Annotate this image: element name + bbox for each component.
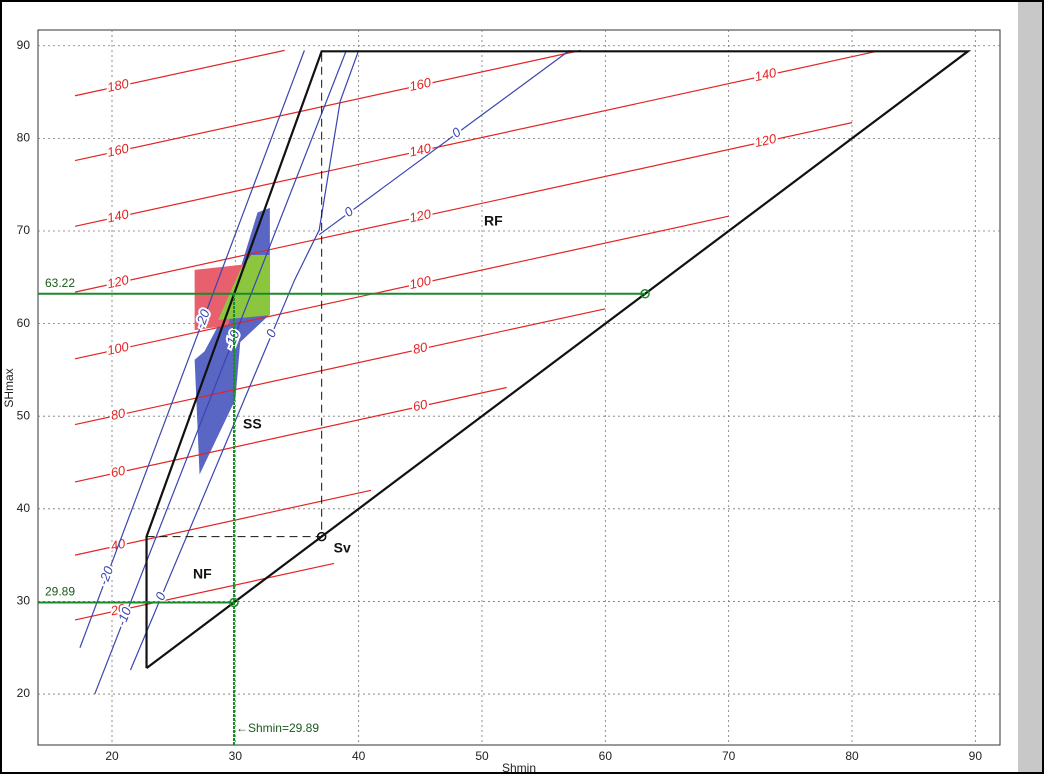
sv-point [316, 531, 327, 542]
region-label: RF [484, 213, 503, 229]
x-tick-label: 70 [722, 749, 736, 763]
red-contour [74, 386, 507, 483]
red-contour-label: 140 [106, 206, 131, 225]
stress-polygon [146, 51, 323, 538]
red-contour-label: 60 [109, 462, 127, 480]
x-tick-label: 30 [229, 749, 243, 763]
x-tick-label: 20 [105, 749, 119, 763]
blue-contour [79, 50, 305, 648]
red-contour-label: 120 [408, 206, 433, 225]
y-tick-label: 40 [17, 501, 31, 515]
y-tick-label: 20 [17, 686, 31, 700]
y-axis-label: SHmax [2, 368, 16, 407]
red-contour-label: 180 [106, 76, 131, 95]
red-contour-label: 140 [753, 65, 778, 84]
red-contour [74, 562, 335, 621]
red-contour-label: 120 [106, 272, 131, 291]
y-tick-label: 70 [17, 223, 31, 237]
y-tick-label: 90 [17, 38, 31, 52]
red-contour [74, 215, 729, 360]
red-contour-label: 160 [408, 74, 433, 93]
stress-polygon [145, 50, 972, 670]
red-contour [74, 308, 606, 426]
x-tick-label: 80 [845, 749, 859, 763]
red-contour-label: 160 [106, 140, 131, 159]
y-tick-label: 80 [17, 131, 31, 145]
red-contour [74, 122, 853, 293]
x-tick-label: 50 [475, 749, 489, 763]
red-contour-label: 100 [106, 339, 131, 358]
shmax-point [640, 289, 650, 299]
y-tick-label: 50 [17, 408, 31, 422]
red-contour [74, 50, 877, 227]
x-tick-label: 60 [599, 749, 613, 763]
region-label: SS [243, 416, 262, 432]
region-label: NF [193, 566, 212, 582]
side-panel [1018, 0, 1044, 774]
red-contour-label: 100 [408, 273, 433, 292]
red-contour-label: 60 [411, 396, 429, 414]
blue-contour [94, 50, 347, 695]
y-tick-label: 60 [17, 316, 31, 330]
red-contour-label: 140 [408, 140, 433, 159]
red-contour-label: 80 [411, 339, 429, 357]
red-contour-label: 120 [753, 131, 778, 150]
y-tick-label: 30 [17, 594, 31, 608]
shmin-label: 29.89 [45, 585, 75, 599]
x-axis-label: Shmin [502, 761, 536, 774]
stress-region [194, 264, 246, 331]
blue-contour [129, 50, 360, 671]
shmin-note: ←Shmin=29.89 [236, 721, 319, 735]
shmax-label: 63.22 [45, 276, 75, 290]
red-contour-label: 80 [109, 405, 127, 423]
x-tick-label: 40 [352, 749, 366, 763]
shmin-point [229, 597, 239, 608]
red-contour [74, 49, 581, 162]
blue-contour [318, 49, 570, 236]
x-tick-label: 90 [969, 749, 983, 763]
red-contour [74, 49, 285, 97]
sv-label: Sv [334, 539, 351, 555]
red-contour-label: 20 [108, 600, 127, 618]
